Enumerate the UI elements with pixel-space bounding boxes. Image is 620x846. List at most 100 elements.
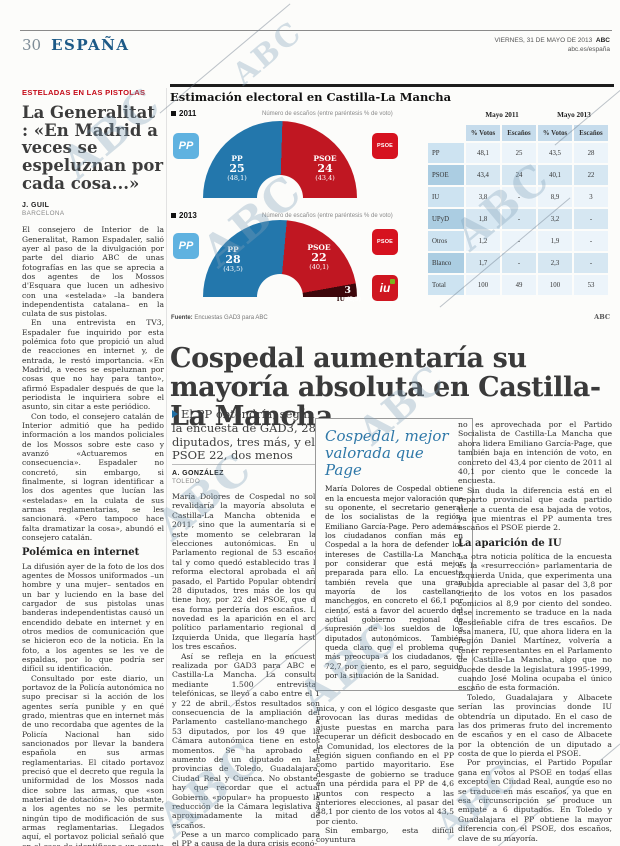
pp-logo: PP: [173, 133, 199, 159]
table-cell: 28: [574, 143, 608, 163]
lead-paragraph: El PP obtendría, según la encuesta de GA…: [172, 407, 316, 463]
paragraph: El consejero de Interior de la Generalit…: [22, 225, 164, 319]
paragraph: La difusión ayer de la foto de los dos a…: [22, 561, 164, 674]
page-header-right: VIERNES, 31 DE MAYO DE 2013 ABC abc.es/e…: [495, 37, 611, 55]
paragraph: mica, y con el lógico desgaste que provo…: [316, 704, 454, 826]
column-header: Escaños: [502, 125, 536, 141]
table-cell: 1,2: [466, 231, 500, 251]
table-row-party: Blanco: [428, 253, 464, 273]
psoe-segment-label: PSOE 24 (43,4): [313, 154, 337, 183]
table-cell: -: [502, 231, 536, 251]
election-infographic: Estimación electoral en Castilla-La Manc…: [170, 84, 614, 327]
table-cell: 1,8: [466, 209, 500, 229]
paragraph: En una entrevista en TV3, Espadaler fue …: [22, 318, 164, 412]
infographic-title: Estimación electoral en Castilla-La Manc…: [170, 90, 452, 104]
main-article-column-3: no es aprovechada por el Partido Sociali…: [458, 420, 612, 843]
paragraph: Consultado por este diario, un portavoz …: [22, 673, 164, 846]
left-article: ESTELADAS EN LAS PISTOLAS La Generalitat…: [22, 88, 164, 846]
main-article-column-1: María Dolores de Cospedal no solo revali…: [172, 492, 320, 846]
left-article-body: El consejero de Interior de la Generalit…: [22, 225, 164, 846]
half-donut-chart-2013: PP 28 (43,5) PSOE 22 (40,1) 3 IU (8,9): [203, 220, 361, 303]
table-cell: -: [574, 209, 608, 229]
source-line: Fuente: Encuestas GAD3 para ABC: [171, 315, 268, 321]
psoe-segment-label: PSOE 22 (40,1): [307, 243, 331, 272]
author-location: BARCELONA: [22, 210, 65, 218]
author: J. GUIL: [22, 202, 50, 210]
author-location: TOLEDO: [172, 478, 201, 485]
table-cell: 25: [502, 143, 536, 163]
section-title: ESPAÑA: [51, 36, 130, 54]
table-cell: 43,4: [466, 165, 500, 185]
table-cell: 49: [502, 275, 536, 295]
infographic-credit: ABC: [594, 313, 610, 321]
table-cell: 3,8: [466, 187, 500, 207]
year-label-2011: 2011: [171, 109, 196, 118]
table-cell: 100: [466, 275, 500, 295]
table-cell: 100: [538, 275, 572, 295]
table-cell: 48,1: [466, 143, 500, 163]
table-cell: -: [574, 231, 608, 251]
pp-logo: PP: [173, 233, 199, 259]
table-cell: 43,5: [538, 143, 572, 163]
square-bullet-icon: [171, 213, 176, 218]
psoe-logo: PSOE: [372, 229, 398, 255]
column-header: % Votos: [466, 125, 500, 141]
main-article-subhead: La aparición de IU: [458, 537, 562, 549]
page-date: VIERNES, 31 DE MAYO DE 2013: [494, 37, 593, 44]
highlight-box-body: María Dolores de Cospedal obtiene en la …: [325, 484, 463, 680]
iu-logo: iu: [372, 275, 398, 301]
table-cell: 24: [502, 165, 536, 185]
paragraph: María Dolores de Cospedal no solo revali…: [172, 492, 320, 652]
column-header: % Votos: [538, 125, 572, 141]
table-cell: -: [502, 187, 536, 207]
lead-bullet-icon: [172, 410, 178, 418]
half-donut-chart-2011: PP 25 (48,1) PSOE 24 (43,4): [203, 121, 357, 198]
lead-rule: [172, 464, 320, 465]
site-url: abc.es/españa: [567, 45, 610, 53]
table-row-party: PSOE: [428, 165, 464, 185]
paragraph: Pese a un marco complicado para el PP a …: [172, 830, 320, 846]
table-cell: 53: [574, 275, 608, 295]
paragraph: La otra noticia política de la encuesta …: [458, 551, 612, 693]
left-article-subhead: Polémica en internet: [22, 547, 140, 559]
table-cell: 40,1: [538, 165, 572, 185]
paragraph: Sin embargo, esta difícil coyuntura: [316, 826, 454, 845]
main-headline: Cospedal aumentaría su mayoría absoluta …: [170, 343, 601, 433]
table-cell: -: [574, 253, 608, 273]
table-cell: 3,2: [538, 209, 572, 229]
chart-note-2011: Número de escaños (entre paréntesis % de…: [262, 111, 393, 117]
table-cell: -: [502, 253, 536, 273]
kicker-label: ESTELADAS EN LAS PISTOLAS: [22, 88, 146, 97]
header-rule: [20, 30, 612, 31]
column-rule: [166, 88, 167, 804]
iu-logo-accent: [390, 279, 395, 284]
left-article-byline: J. GUIL BARCELONA: [22, 202, 164, 217]
left-article-headline: La Generalitat : «En Madrid a veces se e…: [22, 103, 164, 193]
paragraph: Con todo, el consejero catalán de Interi…: [22, 411, 164, 543]
chart-note-2013: Número de escaños (entre paréntesis % de…: [262, 213, 393, 219]
table-row-party: PP: [428, 143, 464, 163]
paragraph: Toledo, Guadalajara y Albacete serían la…: [458, 692, 612, 759]
page-number: 30: [22, 36, 42, 54]
table-row-party: UPyD: [428, 209, 464, 229]
square-bullet-icon: [171, 111, 176, 116]
table-group-header: Mayo 2013: [557, 111, 591, 119]
highlight-box-title: Cospedal, mejor valorada que Page: [325, 427, 449, 479]
pp-segment-label: PP 28 (43,5): [223, 245, 243, 274]
table-cell: 1,9: [538, 231, 572, 251]
pp-segment-label: PP 25 (48,1): [227, 154, 247, 183]
brand-abc: ABC: [595, 37, 610, 44]
paragraph: Por provincias, el Partido Popular gana …: [458, 758, 612, 843]
column-header: Escaños: [574, 125, 608, 141]
author: A. GONZÁLEZ: [172, 470, 224, 477]
psoe-logo: PSOE: [372, 133, 398, 159]
table-cell: 22: [574, 165, 608, 185]
highlight-box: Cospedal, mejor valorada que Page María …: [315, 418, 473, 692]
paragraph: Sin duda la diferencia está en el repart…: [458, 485, 612, 533]
abc-watermark: ABC: [226, 14, 310, 93]
paragraph: Así se refleja en la encuesta realizada …: [172, 651, 320, 830]
table-row-party: IU: [428, 187, 464, 207]
table-row-party: Total: [428, 275, 464, 295]
table-cell: 1,7: [466, 253, 500, 273]
